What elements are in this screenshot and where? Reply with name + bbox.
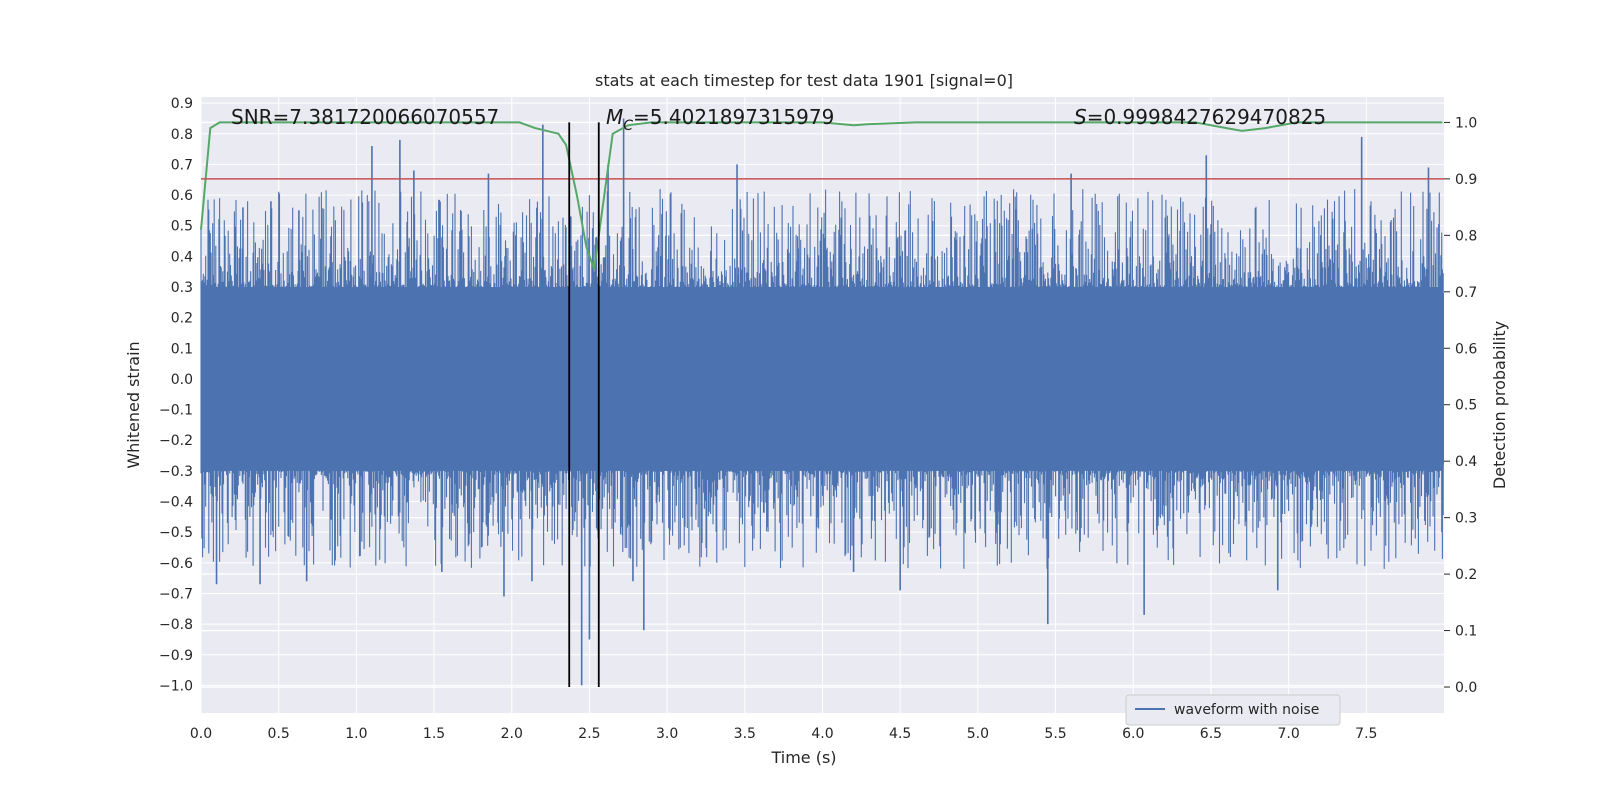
y-tick-label: −0.9 <box>159 648 193 664</box>
x-axis-ticks: 0.0 0.5 1.0 1.5 2.0 2.5 3.0 3.5 4.0 4.5 5.0 5.5 6.0 6… <box>190 726 1378 742</box>
y2-tick-label: 0.3 <box>1455 511 1477 527</box>
legend-label: waveform with noise <box>1174 702 1319 718</box>
y-tick-label: −0.7 <box>159 586 193 602</box>
x-tick-label: 4.0 <box>811 726 833 742</box>
x-tick-label: 5.5 <box>1044 726 1066 742</box>
x-tick-label: 6.5 <box>1200 726 1222 742</box>
y-tick-label: 0.1 <box>171 341 193 357</box>
y2-tick-label: 0.8 <box>1455 228 1477 244</box>
y-tick-label: −0.4 <box>159 495 193 511</box>
y2-tick-label: 0.0 <box>1455 680 1477 696</box>
y2-tick-label: 0.9 <box>1455 172 1477 188</box>
y2-tick-label: 0.7 <box>1455 285 1477 301</box>
y-axis-ticks: 0.9 0.8 0.7 0.6 0.5 0.4 0.3 0.2 0.1 0.0 −0.1 −0.2 −0… <box>159 96 193 694</box>
y2-tick-label: 1.0 <box>1455 115 1477 131</box>
probability-series <box>200 121 1443 270</box>
y2-axis-label: Detection probability <box>1490 321 1509 489</box>
chart-title: stats at each timestep for test data 190… <box>595 71 1013 90</box>
chirp-mass-annotation: MC=5.4021897315979 <box>606 105 834 134</box>
x-tick-label: 1.5 <box>423 726 445 742</box>
chirp-mass-symbol: M <box>606 105 623 129</box>
detection-probability-line <box>200 121 1443 270</box>
x-tick-label: 0.5 <box>268 726 290 742</box>
y-tick-label: 0.6 <box>171 188 193 204</box>
snr-annotation: SNR=7.381720066070557 <box>231 105 499 129</box>
s-annotation: S=0.9998427629470825 <box>1074 105 1326 129</box>
waveform-noise <box>200 189 1444 569</box>
y-tick-label: 0.8 <box>171 127 193 143</box>
y-tick-label: 0.7 <box>171 157 193 173</box>
y-tick-label: 0.5 <box>171 219 193 235</box>
y-tick-label: −0.6 <box>159 556 193 572</box>
x-tick-label: 3.5 <box>734 726 756 742</box>
y-tick-label: 0.0 <box>171 372 193 388</box>
waveform-series <box>200 118 1444 686</box>
overlays <box>201 122 1444 688</box>
y-tick-label: −0.8 <box>159 617 193 633</box>
chirp-mass-subscript: C <box>623 118 633 134</box>
s-symbol: S <box>1074 105 1087 129</box>
y-axis-label: Whitened strain <box>124 341 143 468</box>
y-tick-label: −0.3 <box>159 464 193 480</box>
s-value: =0.9998427629470825 <box>1087 105 1326 129</box>
y-tick-label: −1.0 <box>159 678 193 694</box>
x-tick-label: 7.0 <box>1277 726 1299 742</box>
y2-tick-label: 0.5 <box>1455 398 1477 414</box>
x-tick-label: 2.0 <box>501 726 523 742</box>
y-tick-label: 0.3 <box>171 280 193 296</box>
x-tick-label: 4.5 <box>889 726 911 742</box>
y-tick-label: 0.4 <box>171 249 193 265</box>
y-tick-label: −0.1 <box>159 403 193 419</box>
x-tick-label: 0.0 <box>190 726 212 742</box>
x-tick-label: 6.0 <box>1122 726 1144 742</box>
x-tick-label: 2.5 <box>578 726 600 742</box>
x-tick-label: 5.0 <box>967 726 989 742</box>
y-tick-label: −0.2 <box>159 433 193 449</box>
y-tick-label: 0.9 <box>171 96 193 112</box>
y2-axis-ticks: 1.0 0.9 0.8 0.7 0.6 0.5 0.4 0.3 0.2 0.1 0.0 <box>1444 115 1477 696</box>
y2-tick-label: 0.4 <box>1455 454 1477 470</box>
y-tick-label: 0.2 <box>171 311 193 327</box>
y2-tick-label: 0.1 <box>1455 624 1477 640</box>
chirp-mass-value: =5.4021897315979 <box>633 105 834 129</box>
y2-tick-label: 0.2 <box>1455 567 1477 583</box>
legend-box <box>1125 694 1341 726</box>
x-tick-label: 1.0 <box>345 726 367 742</box>
x-tick-label: 3.0 <box>656 726 678 742</box>
x-tick-label: 7.5 <box>1355 726 1377 742</box>
x-axis-label: Time (s) <box>770 748 836 767</box>
y2-tick-label: 0.6 <box>1455 341 1477 357</box>
legend: waveform with noise <box>1125 694 1341 726</box>
y-tick-label: −0.5 <box>159 525 193 541</box>
